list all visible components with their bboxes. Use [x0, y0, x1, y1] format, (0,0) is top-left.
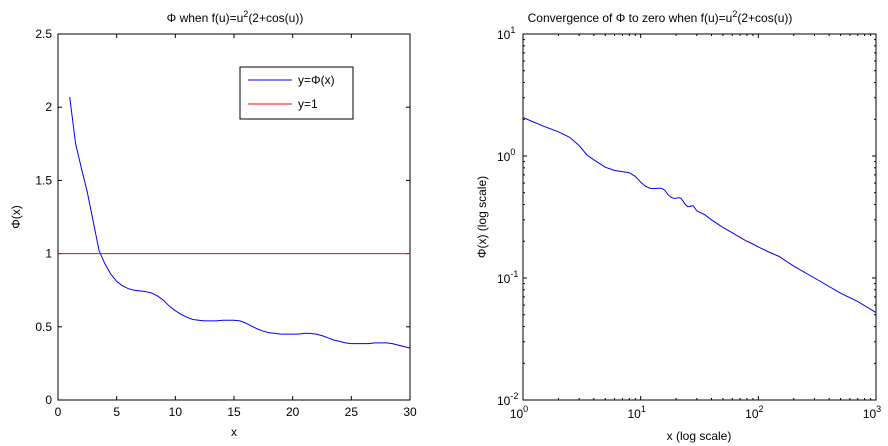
x-tick-label: 5 [113, 405, 120, 419]
y-tick-label: 2 [45, 100, 52, 114]
y-tick-label: 10-2 [497, 391, 518, 408]
x-tick-label: 15 [227, 405, 241, 419]
chart-left-xlabel: x [231, 425, 237, 439]
legend-box [239, 66, 354, 120]
series-line-phi [69, 96, 411, 349]
y-tick-label: 2.5 [35, 27, 52, 41]
chart-right-title: Convergence of Φ to zero when f(u)=u2(2+… [528, 9, 793, 25]
chart-right-xlabel: x (log scale) [667, 429, 732, 443]
y-tick-label: 1 [45, 247, 52, 261]
chart-left-ylabel: Φ(x) [9, 205, 23, 229]
chart-right-ylabel: Φ(x) (log scale) [475, 176, 489, 258]
chart-left-legend: y=Φ(x) y=1 [239, 66, 354, 120]
y-tick-label: 10-1 [497, 269, 518, 286]
x-tick-label: 103 [863, 404, 881, 421]
series-line-phi-log [522, 117, 877, 314]
chart-left-plot-area [57, 33, 411, 401]
legend-label-one: y=1 [298, 97, 318, 111]
x-tick-label: 20 [286, 405, 300, 419]
chart-right-ticks: 100 101 102 103 10-2 10-1 100 101 [497, 25, 881, 421]
chart-right-series [522, 117, 877, 314]
chart-left-series [58, 96, 411, 349]
x-tick-label: 30 [403, 405, 417, 419]
x-tick-label: 0 [55, 405, 62, 419]
x-tick-label: 102 [745, 404, 763, 421]
chart-right-plot-area [522, 33, 877, 401]
legend-label-phi: y=Φ(x) [298, 73, 335, 87]
x-tick-label: 101 [627, 404, 645, 421]
y-tick-label: 100 [497, 147, 515, 164]
y-tick-label: 0 [45, 393, 52, 407]
x-tick-label: 10 [169, 405, 183, 419]
chart-right: Convergence of Φ to zero when f(u)=u2(2+… [475, 9, 881, 443]
y-tick-label: 0.5 [35, 320, 52, 334]
x-tick-label: 25 [345, 405, 359, 419]
y-tick-label: 101 [497, 25, 515, 42]
chart-left: Φ when f(u)=u2(2+cos(u)) 0 5 10 15 20 25 30 0 0.… [9, 9, 417, 439]
x-tick-label: 100 [510, 404, 528, 421]
chart-left-title: Φ when f(u)=u2(2+cos(u)) [167, 9, 304, 25]
y-tick-label: 1.5 [35, 173, 52, 187]
chart-left-ticks: 0 5 10 15 20 25 30 0 0.5 1 1.5 2 2.5 [35, 27, 417, 419]
